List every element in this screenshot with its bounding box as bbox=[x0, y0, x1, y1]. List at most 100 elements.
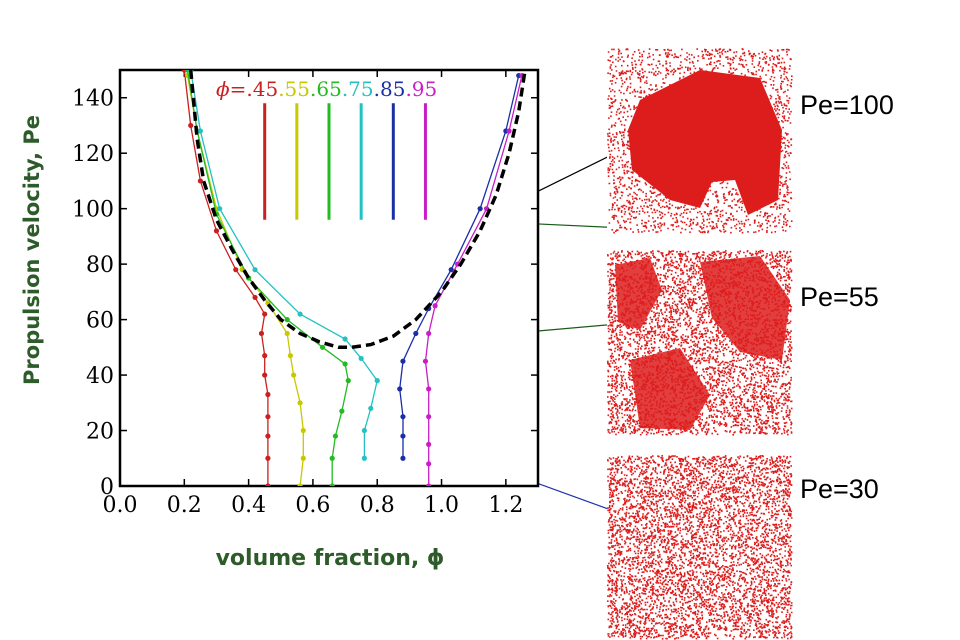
x-axis-label: volume fraction, ϕ bbox=[215, 546, 445, 571]
y-axis-label-box: Propulsion velocity, Pe bbox=[12, 70, 52, 430]
legend-text: ϕ=.45.55.65.75.85.95 bbox=[216, 77, 437, 101]
x-tick-label: 1.2 bbox=[488, 493, 523, 518]
legend-prefix: ϕ= bbox=[216, 77, 246, 101]
series-point bbox=[252, 267, 258, 273]
series-line-5 bbox=[424, 75, 523, 486]
series-point bbox=[400, 433, 406, 439]
series-point bbox=[258, 330, 265, 337]
series-point bbox=[262, 372, 268, 378]
y-tick-label: 20 bbox=[86, 420, 114, 445]
series-point bbox=[213, 228, 220, 234]
series-point bbox=[368, 405, 374, 411]
y-tick-label: 120 bbox=[72, 142, 114, 167]
series-point bbox=[217, 206, 223, 212]
series-point bbox=[297, 400, 303, 406]
y-tick-label: 100 bbox=[72, 198, 114, 223]
y-tick-label: 40 bbox=[86, 364, 114, 389]
series-point bbox=[358, 355, 364, 362]
panel-label-pe55: Pe=55 bbox=[800, 282, 879, 312]
series-point bbox=[284, 330, 290, 337]
series-point bbox=[448, 267, 454, 273]
series-point bbox=[332, 433, 339, 439]
series-point bbox=[339, 408, 345, 414]
series-point bbox=[284, 317, 290, 323]
series-point bbox=[252, 294, 258, 301]
snapshot-panels bbox=[607, 48, 793, 640]
panel-label-pe100: Pe=100 bbox=[800, 90, 894, 120]
series-point bbox=[342, 336, 348, 342]
series-point bbox=[291, 372, 297, 378]
series-point bbox=[300, 455, 306, 461]
series-point bbox=[400, 455, 406, 461]
legend-entry-label: .95 bbox=[405, 77, 437, 101]
x-tick-label: 0.8 bbox=[360, 493, 395, 518]
series-line-2 bbox=[186, 70, 349, 486]
particle-dots bbox=[607, 48, 793, 234]
snapshot-panel-2 bbox=[607, 455, 793, 640]
x-tick-label: 0.6 bbox=[295, 493, 330, 518]
legend-entry-label: .45 bbox=[246, 77, 278, 101]
series-point bbox=[297, 311, 303, 317]
series-point bbox=[197, 128, 203, 134]
series-line-1 bbox=[186, 75, 304, 486]
series-point bbox=[426, 441, 432, 447]
series-point bbox=[477, 206, 483, 212]
y-tick-label: 0 bbox=[100, 475, 114, 500]
series-point bbox=[265, 414, 271, 420]
series-point bbox=[287, 353, 294, 359]
series-point bbox=[422, 358, 429, 364]
series-point bbox=[197, 178, 203, 184]
series-point bbox=[329, 455, 335, 461]
series-point bbox=[397, 386, 403, 392]
series-point bbox=[233, 267, 239, 273]
series-point bbox=[329, 483, 335, 486]
series-point bbox=[265, 483, 271, 486]
snapshot-panel-0 bbox=[607, 48, 793, 234]
series-point bbox=[426, 483, 432, 486]
series-point bbox=[413, 330, 419, 337]
legend-entry-label: .75 bbox=[342, 77, 374, 101]
series-point bbox=[506, 128, 512, 134]
series-point bbox=[361, 427, 367, 434]
series-point bbox=[400, 358, 406, 364]
series-point bbox=[297, 483, 303, 486]
series-point bbox=[319, 344, 326, 350]
x-tick-label: 0.4 bbox=[231, 493, 266, 518]
series-point bbox=[265, 391, 271, 398]
series-point bbox=[374, 378, 380, 384]
series-point bbox=[426, 414, 432, 420]
series-point bbox=[345, 378, 351, 384]
x-tick-label: 1.0 bbox=[424, 493, 459, 518]
particle-dots bbox=[607, 455, 793, 640]
series-point bbox=[188, 122, 194, 129]
series-point bbox=[300, 427, 306, 434]
series-point bbox=[262, 311, 268, 317]
legend: ϕ=.45.55.65.75.85.95 bbox=[216, 77, 437, 220]
series-point bbox=[426, 461, 432, 467]
legend-entry-label: .85 bbox=[374, 77, 406, 101]
series-point bbox=[342, 361, 348, 367]
y-tick-label: 140 bbox=[72, 87, 114, 112]
y-tick-label: 60 bbox=[86, 309, 114, 334]
panel-label-pe30: Pe=30 bbox=[800, 474, 879, 504]
series-point bbox=[265, 433, 271, 439]
y-tick-label: 80 bbox=[86, 253, 114, 278]
series-point bbox=[426, 330, 432, 337]
x-tick-label: 0.2 bbox=[167, 493, 202, 518]
snapshot-panel-1 bbox=[607, 250, 793, 436]
boundary-line bbox=[188, 70, 527, 350]
y-axis-label: Propulsion velocity, Pe bbox=[20, 115, 44, 385]
particle-dots bbox=[607, 250, 793, 436]
x-tick-label: 0.0 bbox=[103, 493, 138, 518]
legend-entry-label: .65 bbox=[310, 77, 342, 101]
phase-diagram-plot: 0.0 0.2 0.4 0.6 0.8 1.0 1.2 0 20 40 60 80 100 120 140 ϕ… bbox=[72, 68, 540, 518]
series-point bbox=[361, 455, 367, 461]
series-point bbox=[265, 455, 271, 461]
series-point bbox=[432, 303, 438, 309]
series-point bbox=[426, 386, 432, 392]
series-point bbox=[262, 353, 268, 359]
legend-entry-label: .55 bbox=[278, 77, 310, 101]
plot-area bbox=[181, 70, 527, 486]
series-point bbox=[400, 414, 406, 420]
